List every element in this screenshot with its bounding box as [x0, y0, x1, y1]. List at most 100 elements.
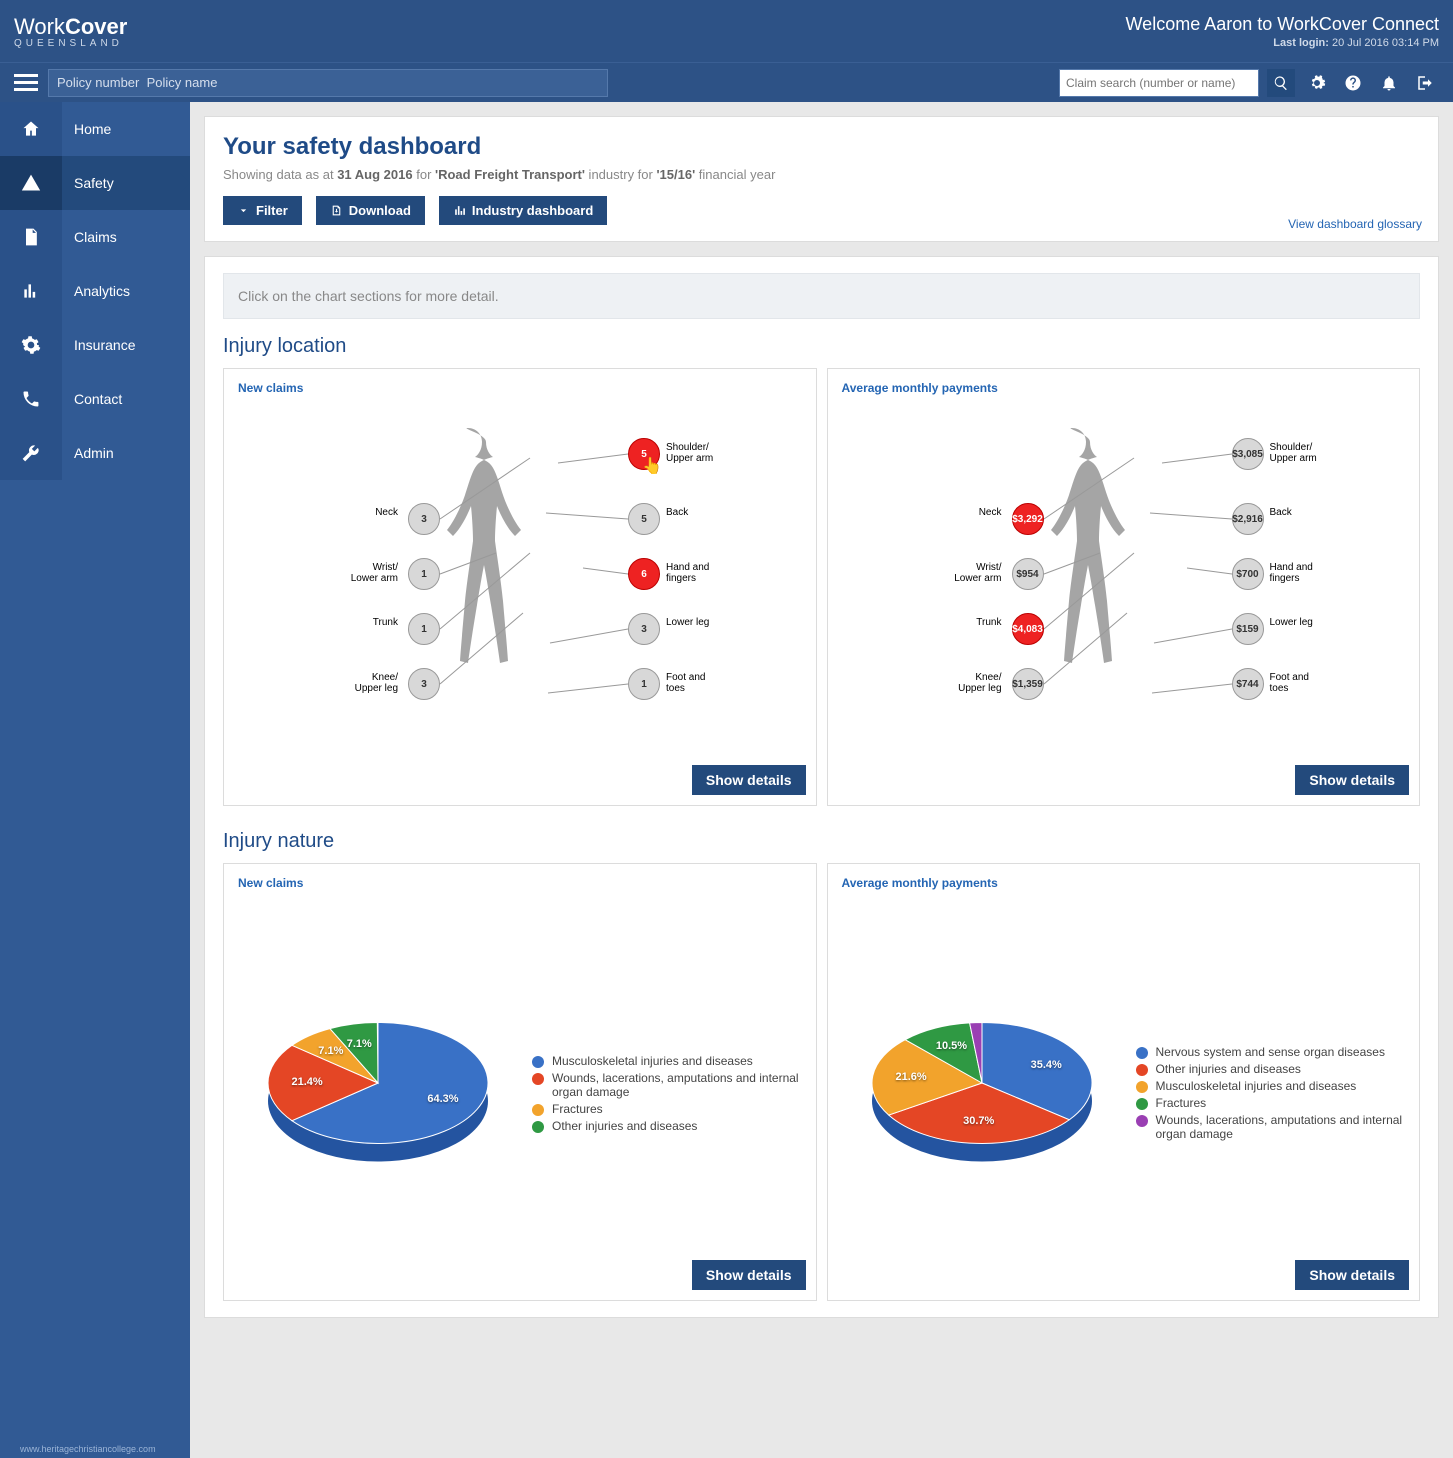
body-bubble[interactable]: $3,292: [1012, 503, 1044, 535]
legend-label: Musculoskeletal injuries and diseases: [1156, 1079, 1357, 1093]
show-details-button[interactable]: Show details: [692, 765, 806, 795]
help-button[interactable]: [1339, 69, 1367, 97]
body-bubble[interactable]: $744: [1232, 668, 1264, 700]
pie-slice-label: 21.6%: [896, 1071, 927, 1083]
pie-slice-label: 35.4%: [1031, 1059, 1062, 1071]
body-bubble[interactable]: $1,359: [1012, 668, 1044, 700]
settings-button[interactable]: [1303, 69, 1331, 97]
legend-item[interactable]: Other injuries and diseases: [1136, 1062, 1406, 1076]
pie-chart-payments[interactable]: 35.4%30.7%21.6%10.5% Nervous system and s…: [842, 898, 1406, 1288]
body-label: Lower leg: [666, 617, 726, 628]
search-button[interactable]: [1267, 69, 1295, 97]
body-label: Wrist/Lower arm: [338, 562, 398, 584]
body-bubble[interactable]: 6: [628, 558, 660, 590]
bell-icon: [1380, 74, 1398, 92]
sidebar-item-safety[interactable]: Safety: [0, 156, 190, 210]
legend-item[interactable]: Musculoskeletal injuries and diseases: [1136, 1079, 1406, 1093]
sidebar-item-contact[interactable]: Contact: [0, 372, 190, 426]
body-bubble[interactable]: $954: [1012, 558, 1044, 590]
legend-dot: [532, 1073, 544, 1085]
body-label: Back: [1270, 507, 1330, 518]
sidebar-label: Analytics: [62, 283, 130, 299]
show-details-button[interactable]: Show details: [1295, 765, 1409, 795]
legend-label: Fractures: [1156, 1096, 1207, 1110]
body-label: Trunk: [338, 617, 398, 628]
body-bubble[interactable]: 3: [408, 503, 440, 535]
chevron-down-icon: [237, 204, 250, 217]
body-label: Foot andtoes: [666, 672, 726, 694]
page-subtitle: Showing data as at 31 Aug 2016 for 'Road…: [223, 167, 1420, 182]
section-title-location: Injury location: [223, 335, 1420, 358]
filter-button[interactable]: Filter: [223, 196, 302, 225]
pie-slice-label: 7.1%: [318, 1045, 343, 1057]
body-chart-new-claims[interactable]: 5Shoulder/Upper arm👆5Back6Hand andfinger…: [238, 403, 802, 793]
policy-filter[interactable]: Policy number Policy name: [48, 69, 608, 97]
legend-label: Musculoskeletal injuries and diseases: [552, 1054, 753, 1068]
pie-chart[interactable]: 35.4%30.7%21.6%10.5%: [842, 953, 1122, 1233]
show-details-button[interactable]: Show details: [692, 1260, 806, 1290]
body-bubble[interactable]: 3: [628, 613, 660, 645]
sidebar-item-analytics[interactable]: Analytics: [0, 264, 190, 318]
legend-item[interactable]: Musculoskeletal injuries and diseases: [532, 1054, 802, 1068]
pie-slice-label: 21.4%: [292, 1076, 323, 1088]
body-label: Lower leg: [1270, 617, 1330, 628]
gear-icon: [0, 318, 62, 372]
body-bubble[interactable]: $159: [1232, 613, 1264, 645]
body-bubble[interactable]: $3,085: [1232, 438, 1264, 470]
body-label: Neck: [338, 507, 398, 518]
legend-label: Nervous system and sense organ diseases: [1156, 1045, 1385, 1059]
body-label: Shoulder/Upper arm: [1270, 442, 1330, 464]
legend-dot: [1136, 1098, 1148, 1110]
cursor-icon: 👆: [642, 456, 662, 476]
body-bubble[interactable]: 1: [408, 558, 440, 590]
legend-dot: [1136, 1064, 1148, 1076]
body-bubble[interactable]: 1: [408, 613, 440, 645]
menu-toggle[interactable]: [14, 70, 38, 95]
body-bubble[interactable]: $700: [1232, 558, 1264, 590]
glossary-link[interactable]: View dashboard glossary: [1288, 217, 1422, 231]
claim-search-input[interactable]: [1059, 69, 1259, 97]
sidebar-label: Insurance: [62, 337, 135, 353]
download-button[interactable]: Download: [316, 196, 425, 225]
body-bubble[interactable]: $4,083: [1012, 613, 1044, 645]
logout-button[interactable]: [1411, 69, 1439, 97]
legend-label: Other injuries and diseases: [552, 1119, 697, 1133]
notifications-button[interactable]: [1375, 69, 1403, 97]
bars-icon: [453, 204, 466, 217]
pie-slice-label: 64.3%: [427, 1093, 458, 1105]
section-title-nature: Injury nature: [223, 830, 1420, 853]
bars-icon: [0, 264, 62, 318]
sidebar: HomeSafetyClaims Analytics Insurance Contac…: [0, 102, 190, 1458]
body-bubble[interactable]: 3: [408, 668, 440, 700]
sidebar-label: Admin: [62, 445, 114, 461]
main-content: Your safety dashboard Showing data as at…: [190, 102, 1453, 1458]
body-label: Foot andtoes: [1270, 672, 1330, 694]
body-bubble[interactable]: $2,916: [1232, 503, 1264, 535]
sidebar-item-claims[interactable]: Claims: [0, 210, 190, 264]
sidebar-item-insurance[interactable]: Insurance: [0, 318, 190, 372]
policy-name-label: Policy name: [147, 75, 218, 90]
card-location-new-claims: New claims 5Shoulder/Upper arm👆5Back6Han…: [223, 368, 817, 806]
legend-item[interactable]: Wounds, lacerations, amputations and int…: [532, 1071, 802, 1099]
pie-chart[interactable]: 64.3% 21.4% 7.1% 7.1%: [238, 953, 518, 1233]
pie-chart-new-claims[interactable]: 64.3% 21.4% 7.1% 7.1% Musculoskeletal injuri…: [238, 898, 802, 1288]
legend-item[interactable]: Fractures: [1136, 1096, 1406, 1110]
body-chart-payments[interactable]: $3,085Shoulder/Upper arm$2,916Back$700Ha…: [842, 403, 1406, 793]
industry-dashboard-button[interactable]: Industry dashboard: [439, 196, 607, 225]
legend-item[interactable]: Nervous system and sense organ diseases: [1136, 1045, 1406, 1059]
body-bubble[interactable]: 5: [628, 503, 660, 535]
show-details-button[interactable]: Show details: [1295, 1260, 1409, 1290]
legend-dot: [1136, 1047, 1148, 1059]
sidebar-item-home[interactable]: Home: [0, 102, 190, 156]
body-bubble[interactable]: 1: [628, 668, 660, 700]
body-label: Neck: [942, 507, 1002, 518]
doc-icon: [0, 210, 62, 264]
sidebar-item-admin[interactable]: Admin: [0, 426, 190, 480]
pie-slice-label: 7.1%: [347, 1038, 372, 1050]
legend-item[interactable]: Fractures: [532, 1102, 802, 1116]
legend-item[interactable]: Other injuries and diseases: [532, 1119, 802, 1133]
second-bar: Policy number Policy name: [0, 62, 1453, 102]
legend-item[interactable]: Wounds, lacerations, amputations and int…: [1136, 1113, 1406, 1141]
download-icon: [330, 204, 343, 217]
body-label: Hand andfingers: [666, 562, 726, 584]
